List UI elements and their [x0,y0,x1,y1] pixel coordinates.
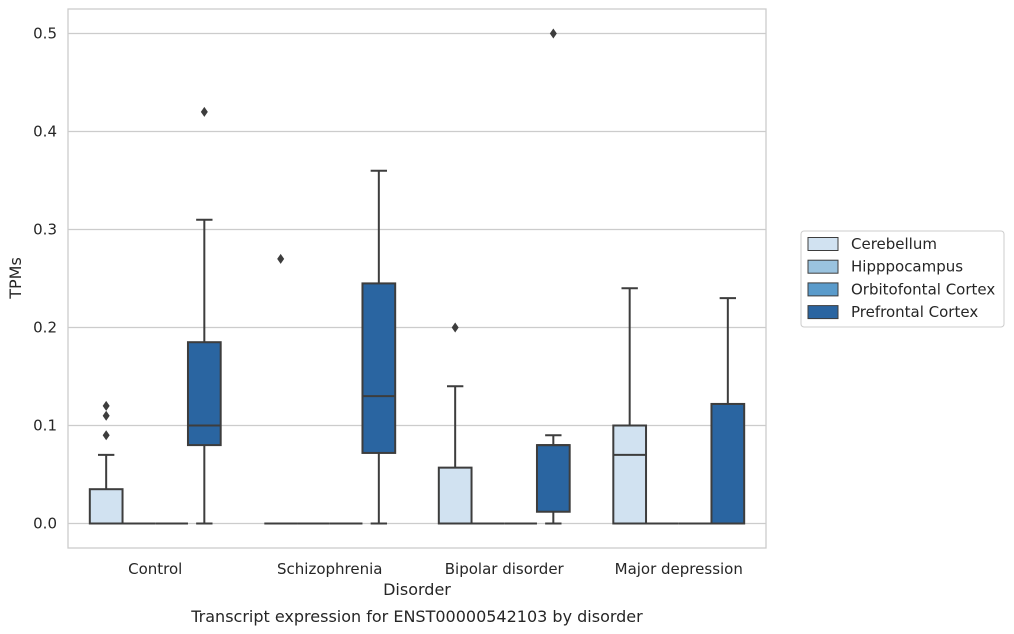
x-tick-labels: Control Schizophrenia Bipolar disorder Majo… [128,560,743,578]
x-tick-label: Control [128,560,182,578]
box-iqr [535,444,571,513]
y-tick-label: 0.2 [33,319,57,337]
box-element [535,28,571,525]
box-element [437,322,473,525]
outlier-point [102,400,110,411]
y-tick-label: 0.5 [33,25,57,43]
boxes [88,28,746,525]
y-tick-label: 0.4 [33,123,57,141]
legend-label: Hipppocampus [851,258,963,276]
outlier-point [451,322,459,333]
legend-label: Cerebellum [851,235,937,253]
box-iqr [361,282,397,454]
plot-frame [67,8,767,549]
box-element [710,297,746,525]
chart-caption: Transcript expression for ENST0000054210… [190,607,643,626]
y-axis-label: TPMs [6,257,25,300]
legend: Cerebellum Hipppocampus Orbitofontal Corte… [800,230,1005,328]
box-element [264,253,298,525]
outlier-point [200,106,208,117]
x-tick-label: Major depression [615,560,743,578]
y-tick-label: 0.1 [33,417,57,435]
outlier-point [549,28,557,39]
legend-swatch [807,259,839,274]
outlier-point [102,410,110,421]
outlier-point [102,430,110,441]
y-tick-labels: 0.0 0.1 0.2 0.3 0.4 0.5 [33,25,57,533]
box-iqr [88,488,124,525]
legend-entries: Cerebellum Hipppocampus Orbitofontal Corte… [807,235,995,321]
legend-swatch [807,237,839,251]
box-element [361,169,397,525]
y-tick-label: 0.0 [33,515,57,533]
plot-background [68,9,766,548]
box-element [186,106,222,525]
box-iqr [710,402,746,525]
box-iqr [612,424,648,525]
x-tick-label: Schizophrenia [277,560,382,578]
legend-swatch [807,282,839,297]
x-axis-label: Disorder [383,580,451,599]
outlier-point [277,253,285,264]
box-element [612,287,648,525]
box-iqr [437,466,473,525]
box-element [88,400,124,525]
x-tick-label: Bipolar disorder [445,560,565,578]
legend-label: Prefrontal Cortex [851,303,978,321]
legend-swatch [807,305,839,320]
legend-frame [800,230,1005,328]
box-iqr [186,341,222,447]
legend-label: Orbitofontal Cortex [851,280,995,298]
y-tick-label: 0.3 [33,221,57,239]
